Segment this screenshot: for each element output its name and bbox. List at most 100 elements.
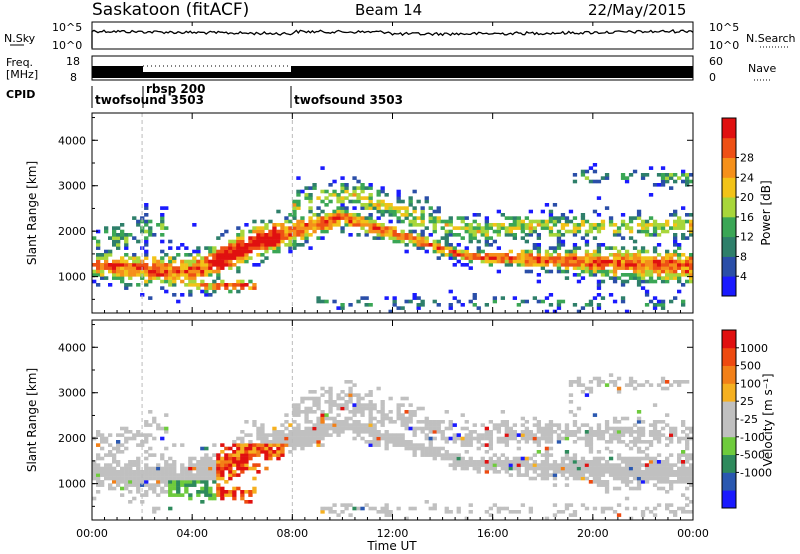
power-cell [673,276,678,280]
vel-cell [440,436,445,441]
vel-cell [356,433,361,437]
vel-cell [368,426,373,431]
vel-cell [320,416,325,421]
vel-cell [204,460,209,464]
power-colorbar-label: Power [dB] [759,180,773,245]
power-cell [460,249,465,254]
vel-cell [276,433,281,437]
vel-cell [108,476,113,481]
power-cell [560,239,566,244]
vel-cell [272,453,277,457]
power-cell [612,263,618,267]
vel-cell [240,493,245,497]
power-cell [648,263,654,267]
power-cell [420,236,425,240]
vel-cell [640,480,646,484]
power-cell [488,259,494,264]
power-cell [296,233,301,237]
vel-cell [604,420,610,424]
vel-cell [656,383,662,387]
power-cell [504,253,510,257]
power-cell [448,303,453,307]
power-cell [660,303,666,307]
power-cell [372,226,377,230]
power-cell [608,246,614,250]
vel-cell [316,406,321,411]
vel-cell [120,450,125,454]
power-cell [396,236,401,240]
vel-cell [184,476,189,481]
power-cell [508,216,514,220]
power-cell [368,199,373,204]
vel-cell [432,446,437,451]
power-cell [328,213,333,217]
vel-cell [636,480,642,484]
y-tick-label: 2000 [58,432,86,445]
vel-cell [588,436,594,441]
power-cell [104,226,109,230]
vel-cell [428,450,433,454]
vel-cell [552,513,558,517]
vel-cell [352,406,357,411]
power-cell [504,256,510,260]
vel-cell [604,480,610,484]
vel-cell [500,463,506,467]
power-cell [144,239,149,244]
power-cell [364,186,369,190]
vel-cell [656,466,662,471]
nsky-trace [91,29,694,48]
power-cell [644,273,650,277]
vel-cell [665,470,670,474]
vel-cell [228,490,233,494]
vel-cell [320,410,325,414]
power-cell [552,256,558,260]
vel-cell [160,486,165,491]
vel-cell [428,423,433,427]
vel-cell [136,470,141,474]
power-cell [580,306,586,310]
power-cell [340,213,345,217]
power-cell [596,213,602,217]
vel-cell [588,470,594,474]
colorbar-tick-label: 24 [740,171,754,184]
power-cell [352,186,357,190]
vel-cell [588,433,594,437]
power-cell [456,253,461,257]
vel-cell [360,506,365,511]
vel-cell [512,423,518,427]
vel-cell [408,443,413,447]
vel-cell [256,443,261,447]
vel-cell [336,513,341,517]
vel-cell [212,473,217,477]
power-cell [548,269,554,274]
vel-cell [244,450,249,454]
power-cell [681,236,686,240]
vel-cell [665,506,670,511]
power-cell [548,293,554,297]
power-cell [592,163,598,167]
vel-cell [689,500,694,504]
vel-cell [404,423,409,427]
power-cell [248,249,253,254]
vel-cell [588,440,594,444]
power-cell [256,226,261,230]
vel-cell [156,506,161,511]
vel-cell [480,433,485,437]
power-cell [580,169,586,174]
power-cell [292,216,297,220]
vel-cell [268,440,273,444]
power-cell [104,263,109,267]
power-cell [152,266,157,270]
power-cell [424,239,429,244]
vel-cell [685,480,690,484]
vel-cell [628,486,634,491]
power-cell [648,216,654,220]
power-cell [673,223,678,227]
power-cell [648,299,654,304]
power-cell [460,256,465,260]
vel-cell [360,436,365,441]
power-cell [172,283,177,287]
vel-cell [420,420,425,424]
power-cell [512,296,518,300]
power-cell [504,263,510,267]
